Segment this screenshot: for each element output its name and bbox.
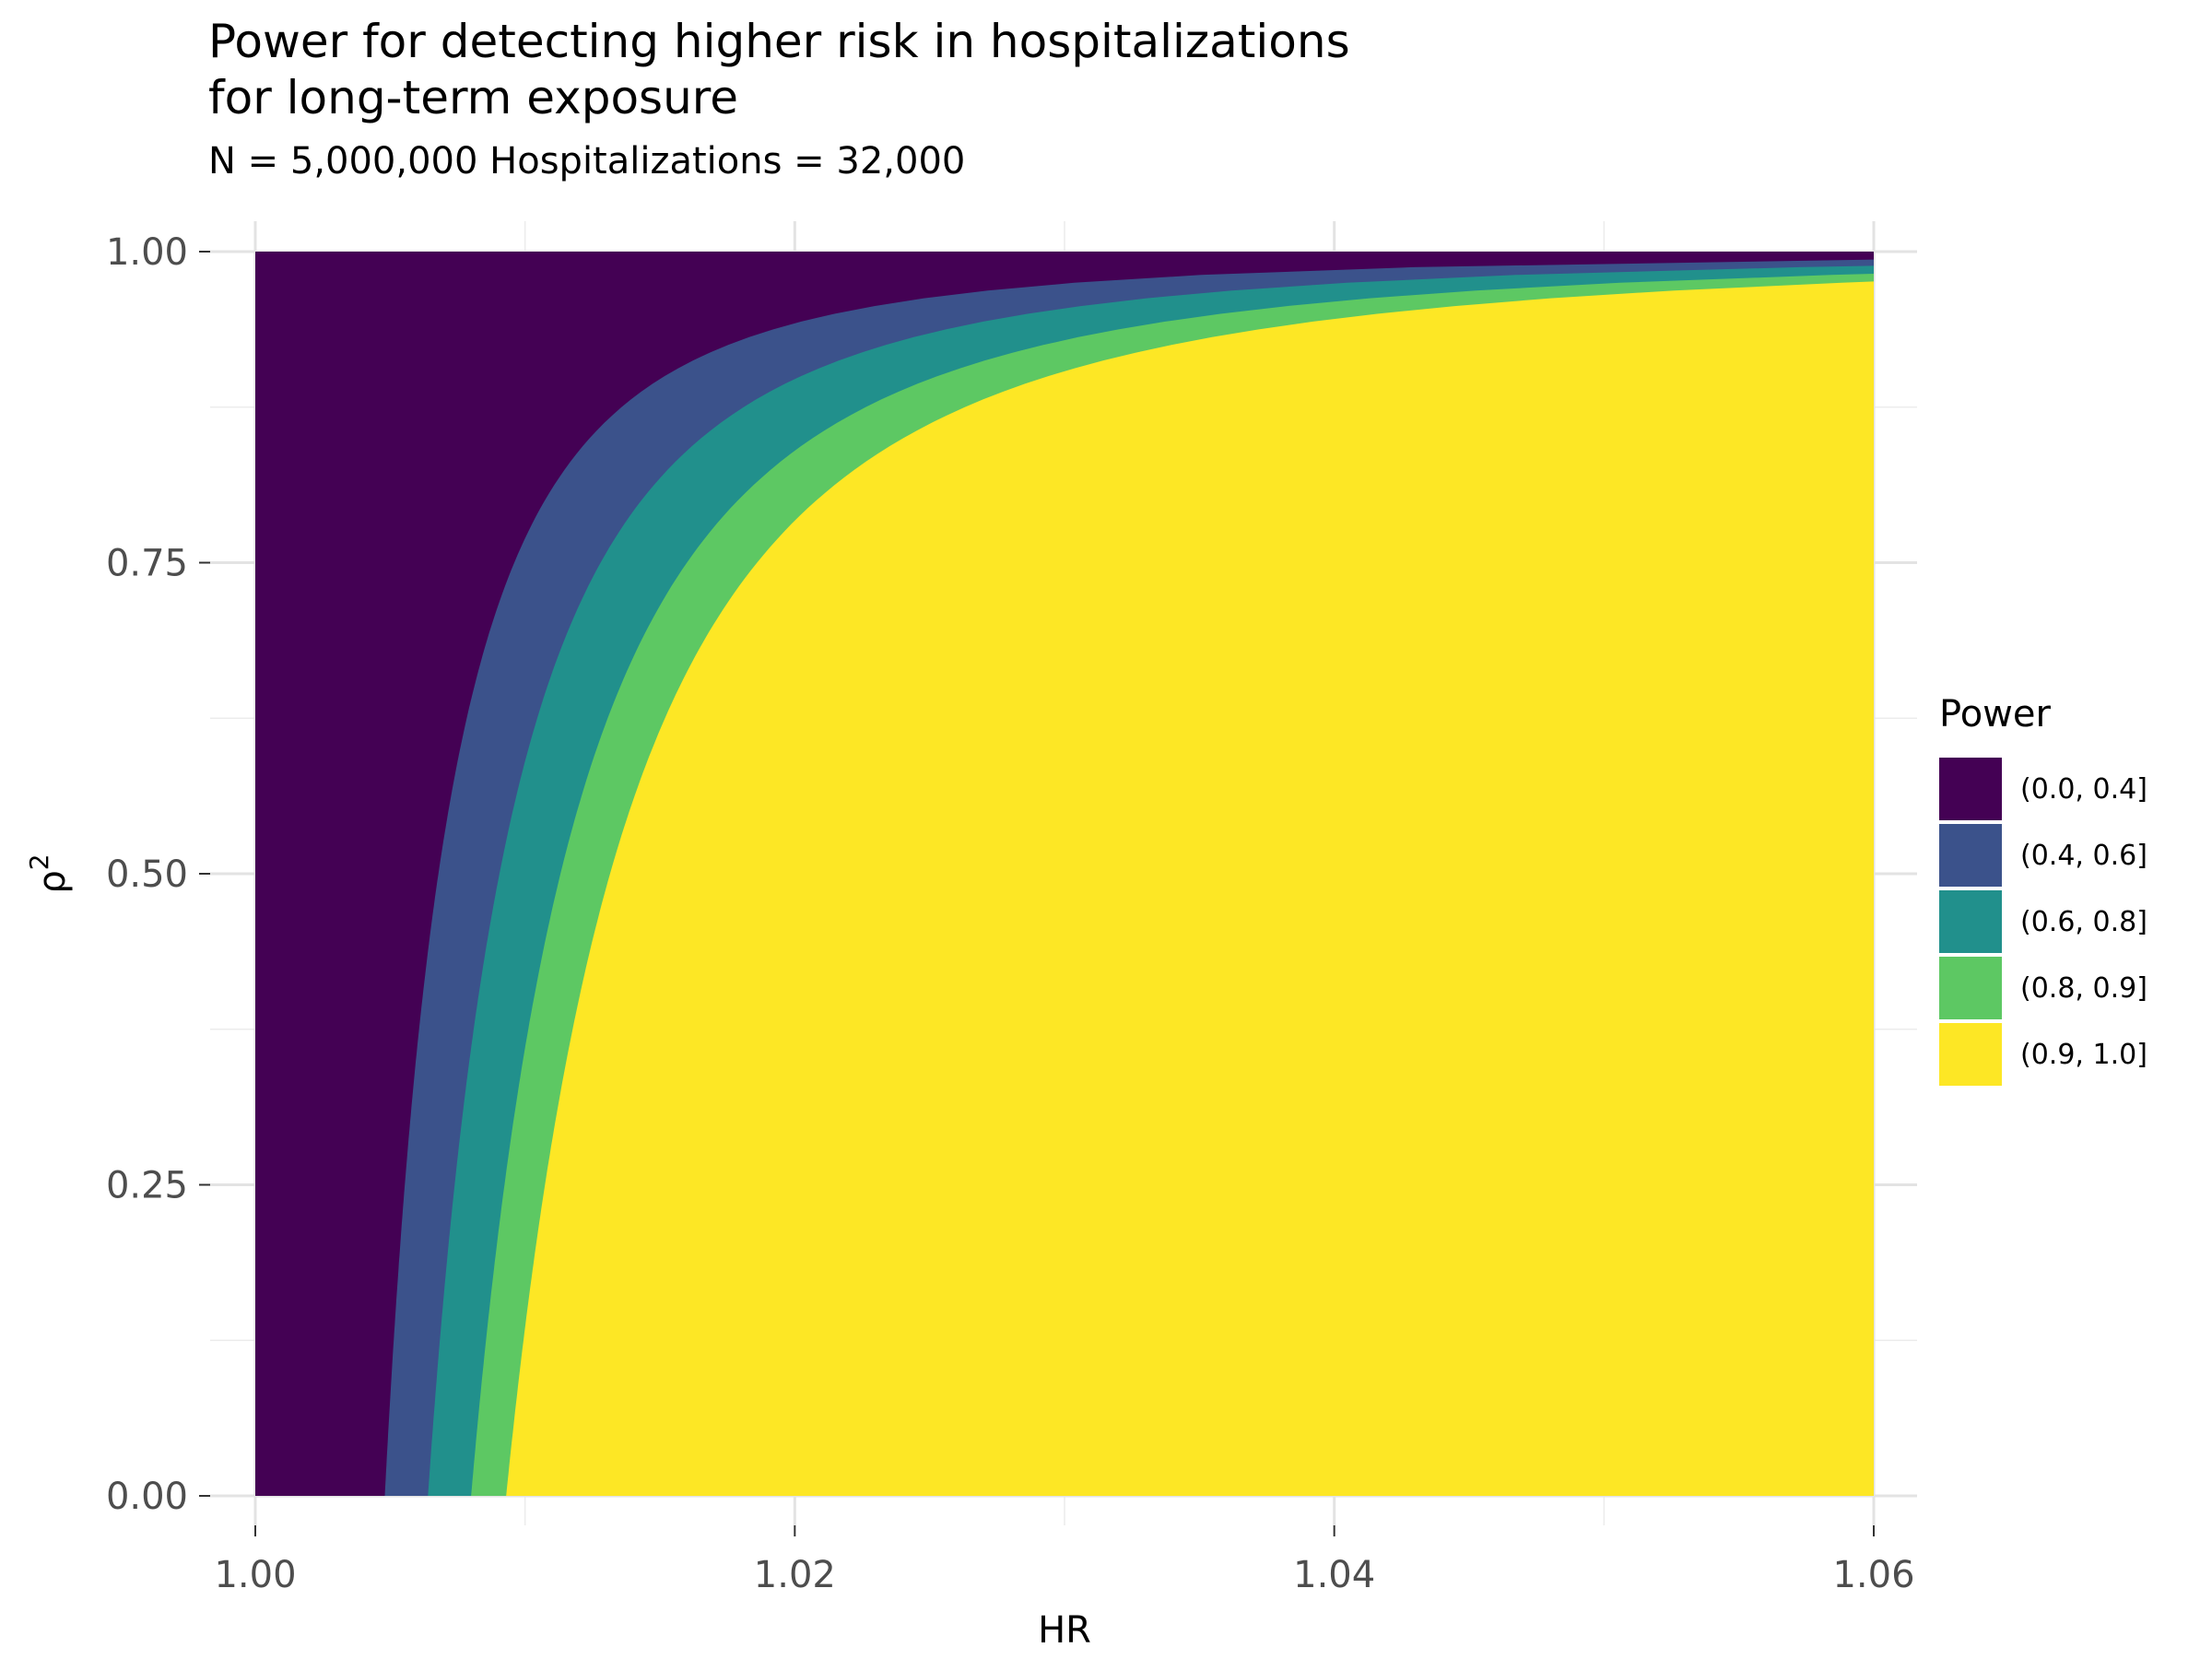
- legend-label: (0.9, 1.0]: [2020, 1038, 2147, 1071]
- chart-subtitle: N = 5,000,000 Hospitalizations = 32,000: [208, 140, 966, 182]
- legend-swatch: [1939, 1023, 2002, 1086]
- legend-item: (0.0, 0.4]: [1939, 756, 2147, 822]
- y-tick-label: 1.00: [106, 231, 188, 274]
- y-tick-label: 0.75: [106, 543, 188, 585]
- legend-items: (0.0, 0.4] (0.4, 0.6] (0.6, 0.8] (0.8, 0.9]…: [1939, 756, 2147, 1088]
- x-tick-label: 1.02: [754, 1554, 836, 1596]
- legend-label: (0.4, 0.6]: [2020, 839, 2147, 872]
- y-axis-title-base: ρ: [31, 870, 74, 893]
- x-tick-label: 1.06: [1832, 1554, 1914, 1596]
- legend-swatch: [1939, 957, 2002, 1019]
- legend-swatch: [1939, 890, 2002, 953]
- legend-title: Power: [1939, 693, 2051, 735]
- legend-swatch: [1939, 758, 2002, 820]
- y-tick-label: 0.25: [106, 1165, 188, 1207]
- x-axis-title: HR: [1038, 1609, 1091, 1652]
- legend-item: (0.9, 1.0]: [1939, 1021, 2147, 1088]
- x-tick-label: 1.04: [1293, 1554, 1375, 1596]
- region-power-0.9-1.0: [506, 281, 1875, 1496]
- legend-label: (0.0, 0.4]: [2020, 772, 2147, 806]
- chart-title-line-2: for long-term exposure: [208, 71, 738, 124]
- legend: Power (0.0, 0.4] (0.4, 0.6] (0.6, 0.8] (0.8…: [1939, 693, 2147, 1088]
- legend-item: (0.6, 0.8]: [1939, 888, 2147, 955]
- legend-item: (0.4, 0.6]: [1939, 822, 2147, 888]
- x-tick-label: 1.00: [214, 1554, 296, 1596]
- y-tick-label: 0.50: [106, 853, 188, 896]
- y-axis-title-superscript: 2: [24, 853, 54, 870]
- legend-label: (0.6, 0.8]: [2020, 905, 2147, 938]
- y-axis-title: ρ2: [24, 853, 74, 893]
- legend-swatch: [1939, 824, 2002, 887]
- legend-item: (0.8, 0.9]: [1939, 955, 2147, 1021]
- legend-label: (0.8, 0.9]: [2020, 971, 2147, 1005]
- chart-title-line-1: Power for detecting higher risk in hospi…: [208, 15, 1350, 68]
- y-tick-label: 0.00: [106, 1476, 188, 1518]
